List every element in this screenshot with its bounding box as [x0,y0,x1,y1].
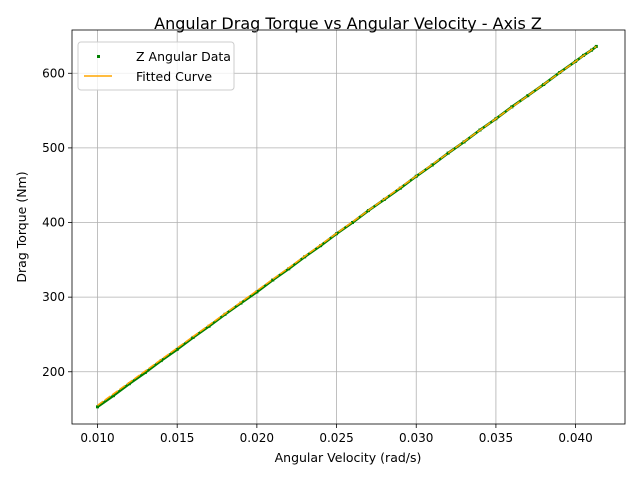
y-tick-label: 500 [42,141,65,155]
legend: Z Angular Data Fitted Curve [77,41,235,91]
x-axis-label: Angular Velocity (rad/s) [275,450,422,465]
legend-box [77,41,235,91]
x-tick-label: 0.015 [160,431,194,445]
y-axis-label: Drag Torque (Nm) [14,171,29,282]
data-point [207,324,211,328]
x-tick-label: 0.040 [558,431,592,445]
legend-marker-scatter [97,55,100,58]
data-point [95,405,99,409]
x-tick-label: 0.020 [240,431,274,445]
chart-title: Angular Drag Torque vs Angular Velocity … [154,14,542,33]
y-tick-label: 300 [42,290,65,304]
data-point [127,382,131,386]
fitted-curve-line [97,45,597,406]
data-point [159,359,163,363]
legend-label-scatter: Z Angular Data [136,49,231,64]
ticks: 0.010 0.015 0.020 0.025 0.030 0.035 0.040 200 30… [42,66,593,445]
grid [72,30,625,424]
x-tick-label: 0.010 [80,431,114,445]
data-layer [95,44,598,409]
plot-frame [71,29,626,425]
data-point [239,301,243,305]
data-point [287,267,291,271]
data-point-band [96,45,598,408]
data-point [446,151,450,155]
data-point [111,394,115,398]
data-point [594,44,598,48]
x-tick-label: 0.035 [479,431,513,445]
data-point [175,347,179,351]
data-point [255,290,259,294]
data-point [350,221,354,225]
x-tick-label: 0.025 [319,431,353,445]
data-point [526,94,530,98]
data-point [271,278,275,282]
y-tick-label: 600 [42,66,65,80]
x-tick-label: 0.030 [399,431,433,445]
y-tick-label: 400 [42,216,65,230]
legend-label-line: Fitted Curve [136,69,212,84]
y-tick-label: 200 [42,365,65,379]
data-point [143,371,147,375]
